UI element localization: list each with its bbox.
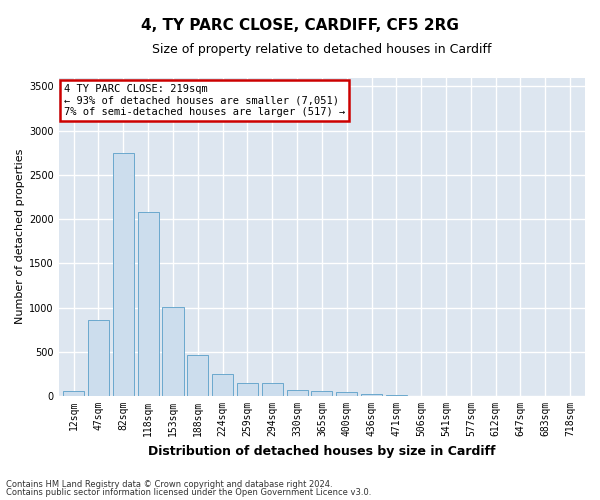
Bar bbox=[361, 394, 382, 396]
Bar bbox=[63, 392, 84, 396]
Bar bbox=[311, 391, 332, 396]
Bar bbox=[113, 152, 134, 396]
Bar bbox=[137, 212, 158, 396]
Bar bbox=[187, 356, 208, 396]
Bar bbox=[163, 306, 184, 396]
Text: Contains HM Land Registry data © Crown copyright and database right 2024.: Contains HM Land Registry data © Crown c… bbox=[6, 480, 332, 489]
Text: 4, TY PARC CLOSE, CARDIFF, CF5 2RG: 4, TY PARC CLOSE, CARDIFF, CF5 2RG bbox=[141, 18, 459, 32]
Bar bbox=[287, 390, 308, 396]
Y-axis label: Number of detached properties: Number of detached properties bbox=[15, 149, 25, 324]
X-axis label: Distribution of detached houses by size in Cardiff: Distribution of detached houses by size … bbox=[148, 444, 496, 458]
Text: Contains public sector information licensed under the Open Government Licence v3: Contains public sector information licen… bbox=[6, 488, 371, 497]
Bar bbox=[212, 374, 233, 396]
Bar bbox=[262, 383, 283, 396]
Text: 4 TY PARC CLOSE: 219sqm
← 93% of detached houses are smaller (7,051)
7% of semi-: 4 TY PARC CLOSE: 219sqm ← 93% of detache… bbox=[64, 84, 345, 117]
Bar bbox=[88, 320, 109, 396]
Bar bbox=[386, 394, 407, 396]
Title: Size of property relative to detached houses in Cardiff: Size of property relative to detached ho… bbox=[152, 42, 491, 56]
Bar bbox=[336, 392, 357, 396]
Bar bbox=[237, 383, 258, 396]
